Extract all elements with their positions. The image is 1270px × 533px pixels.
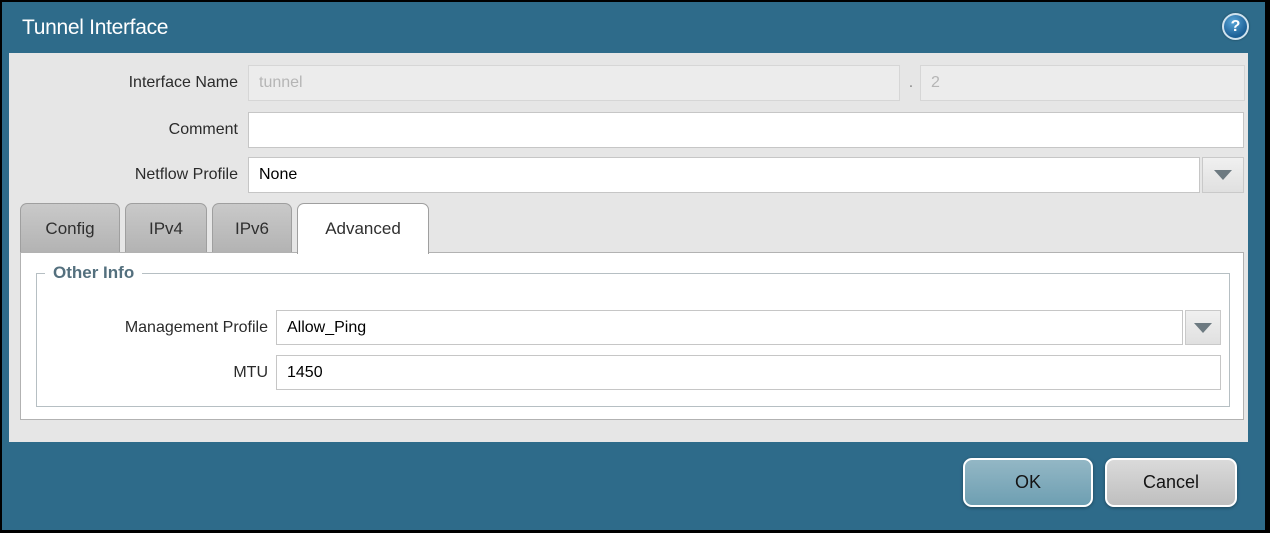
netflow-profile-dropdown-button[interactable]: [1202, 157, 1244, 193]
netflow-profile-dropdown: [248, 157, 1244, 193]
management-profile-label: Management Profile: [124, 319, 268, 336]
netflow-profile-label: Netflow Profile: [134, 166, 238, 183]
netflow-profile-value-input[interactable]: [248, 157, 1200, 193]
interface-name-separator: .: [908, 74, 914, 91]
other-info-section-title: Other Info: [53, 263, 135, 282]
interface-name-label: Interface Name: [128, 74, 238, 91]
management-profile-dropdown: [276, 310, 1221, 346]
dialog-content: Interface Name . Comment Netflow Profile: [9, 53, 1248, 442]
help-icon[interactable]: ?: [1222, 13, 1249, 40]
interface-name-suffix-input: [920, 65, 1245, 101]
comment-row: Comment: [9, 112, 1248, 148]
interface-name-row: Interface Name .: [9, 65, 1248, 101]
netflow-profile-row: Netflow Profile: [9, 157, 1248, 193]
management-profile-row: Management Profile: [37, 310, 1229, 345]
tab-strip: Config IPv4 IPv6 Advanced: [20, 203, 429, 254]
dialog-titlebar: Tunnel Interface ?: [2, 2, 1265, 53]
management-profile-dropdown-button[interactable]: [1185, 310, 1221, 345]
tab-config[interactable]: Config: [20, 203, 120, 252]
comment-input[interactable]: [248, 112, 1244, 148]
tab-advanced[interactable]: Advanced: [297, 203, 429, 254]
other-info-section: Other Info Management Profile MTU: [36, 263, 1230, 407]
mtu-row: MTU: [37, 355, 1229, 390]
interface-name-base-input: [248, 65, 900, 101]
mtu-input[interactable]: [276, 355, 1221, 390]
tab-ipv4[interactable]: IPv4: [125, 203, 207, 252]
chevron-down-icon: [1194, 322, 1212, 333]
chevron-down-icon: [1214, 170, 1232, 180]
management-profile-value-input[interactable]: [276, 310, 1183, 345]
cancel-button[interactable]: Cancel: [1105, 458, 1237, 507]
mtu-label: MTU: [233, 364, 268, 381]
advanced-tab-panel: Other Info Management Profile MTU: [20, 252, 1244, 420]
ok-button[interactable]: OK: [963, 458, 1093, 507]
dialog-title: Tunnel Interface: [22, 16, 169, 39]
comment-label: Comment: [168, 121, 238, 138]
tab-ipv6[interactable]: IPv6: [212, 203, 292, 252]
